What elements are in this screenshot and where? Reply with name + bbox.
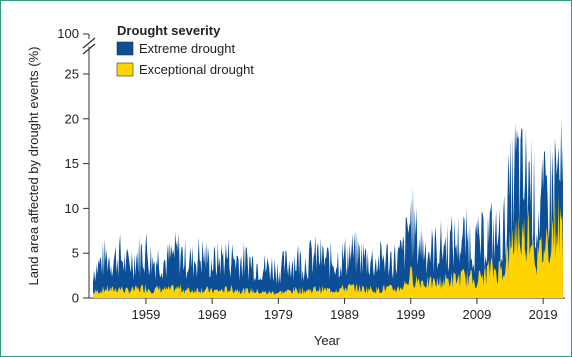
y-tick-label: 10 (65, 201, 79, 216)
y-tick-label: 20 (65, 111, 79, 126)
x-tick-label: 1999 (396, 307, 425, 322)
legend: Drought severity Extreme drought Excepti… (116, 23, 254, 77)
y-tick-label: 25 (65, 67, 79, 82)
x-tick-label: 1989 (330, 307, 359, 322)
legend-label-extreme: Extreme drought (139, 41, 235, 56)
legend-label-exceptional: Exceptional drought (139, 62, 254, 77)
y-tick-label: 5 (72, 246, 79, 261)
area-extreme-drought (93, 117, 563, 298)
y-tick-label: 15 (65, 156, 79, 171)
axis-break-icon (82, 37, 96, 55)
y-tick-label-100: 100 (57, 26, 79, 41)
x-tick-label: 1959 (131, 307, 160, 322)
legend-swatch-extreme (116, 41, 134, 56)
area-exceptional-drought (93, 193, 563, 298)
x-tick-label: 1979 (264, 307, 293, 322)
x-tick-label: 1969 (198, 307, 227, 322)
x-axis-title: Year (314, 333, 341, 348)
x-tick-label: 2009 (462, 307, 491, 322)
x-tick-label: 2019 (529, 307, 558, 322)
legend-title: Drought severity (117, 23, 221, 38)
y-tick-label: 0 (72, 291, 79, 306)
y-axis-title: Land area affected by drought events (%) (26, 47, 41, 286)
legend-swatch-exceptional (116, 62, 134, 77)
